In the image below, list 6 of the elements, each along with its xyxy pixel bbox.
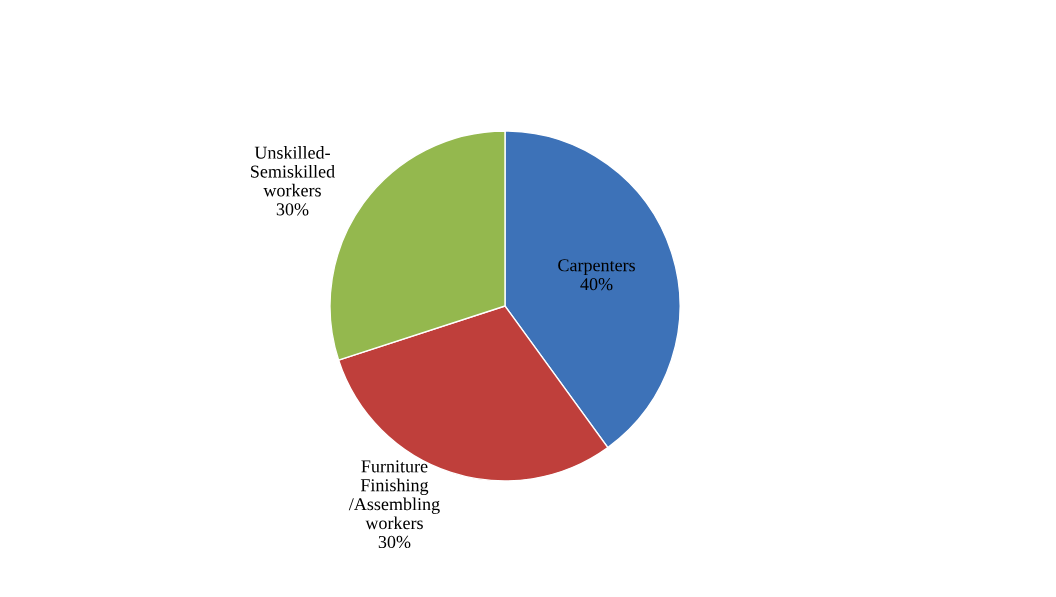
data-label: 40% [580, 278, 613, 291]
slice-label: Unskilled- Semiskilled workers [251, 146, 335, 197]
slice-label: Furniture Finishing /Assembling workers [348, 460, 440, 530]
slice-label: Carpenters [558, 259, 635, 275]
data-label: 30% [378, 535, 411, 549]
data-label: 30% [276, 203, 309, 216]
